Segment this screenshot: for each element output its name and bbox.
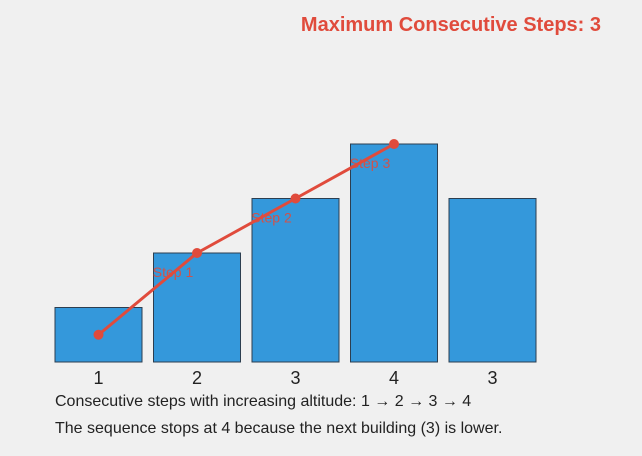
step-point-3	[290, 193, 301, 204]
caption-sequence: Consecutive steps with increasing altitu…	[55, 393, 472, 410]
step-point-2	[192, 248, 202, 258]
diagram-title: Maximum Consecutive Steps: 3	[300, 14, 601, 36]
x-tick-label: 3	[487, 368, 497, 388]
step-label-2: Step 2	[251, 210, 292, 226]
bar-building-5	[448, 198, 537, 363]
step-point-1	[93, 329, 104, 340]
x-tick-label: 2	[192, 368, 202, 388]
x-tick-label: 1	[93, 368, 103, 388]
bar-chart: 1 2 3 4 3 Step 1 Step 2 Step 3	[54, 139, 537, 388]
caption-explanation: The sequence stops at 4 because the next…	[55, 420, 503, 437]
bar-building-4	[350, 143, 438, 363]
step-path-line	[97, 142, 395, 336]
x-tick-label: 4	[389, 368, 399, 388]
step-label-3: Step 3	[350, 155, 391, 171]
x-tick-label: 3	[290, 368, 300, 388]
bar-building-3	[251, 198, 340, 363]
bar-building-2	[153, 252, 241, 363]
step-point-4	[389, 139, 399, 149]
step-label-1: Step 1	[153, 264, 194, 280]
